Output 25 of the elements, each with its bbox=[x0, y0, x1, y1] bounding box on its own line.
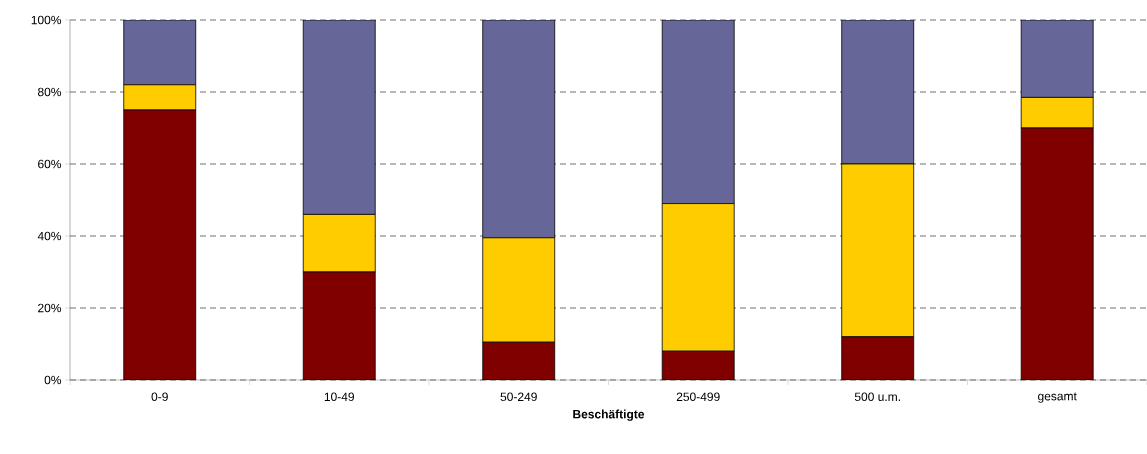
bar bbox=[302, 271, 376, 380]
y-tick-label: 40% bbox=[37, 231, 62, 241]
bar bbox=[1020, 20, 1094, 98]
bar bbox=[841, 20, 915, 165]
y-tick-label: 20% bbox=[38, 303, 62, 313]
x-tick-label: 0-9 bbox=[151, 392, 168, 402]
bar bbox=[841, 336, 915, 380]
bar bbox=[123, 109, 197, 380]
bar bbox=[661, 350, 735, 380]
x-tick-label: 50-249 bbox=[500, 392, 537, 402]
bar bbox=[661, 20, 735, 204]
bar bbox=[482, 20, 556, 239]
bar bbox=[302, 20, 376, 215]
x-tick-label: gesamt bbox=[1038, 392, 1077, 403]
y-tick-label: 0% bbox=[44, 375, 62, 385]
y-tick-label: 100% bbox=[31, 15, 62, 25]
x-tick-label: 10-49 bbox=[324, 392, 355, 402]
bar bbox=[123, 20, 197, 86]
y-tick-label: 60% bbox=[38, 159, 62, 169]
x-tick-label: 500 u.m. bbox=[854, 392, 900, 402]
bar bbox=[1020, 127, 1094, 380]
y-tick-label: 80% bbox=[37, 87, 62, 97]
x-tick-label: 250-499 bbox=[676, 392, 720, 402]
bar bbox=[482, 341, 556, 380]
x-axis-title: Beschäftigte bbox=[573, 409, 645, 421]
